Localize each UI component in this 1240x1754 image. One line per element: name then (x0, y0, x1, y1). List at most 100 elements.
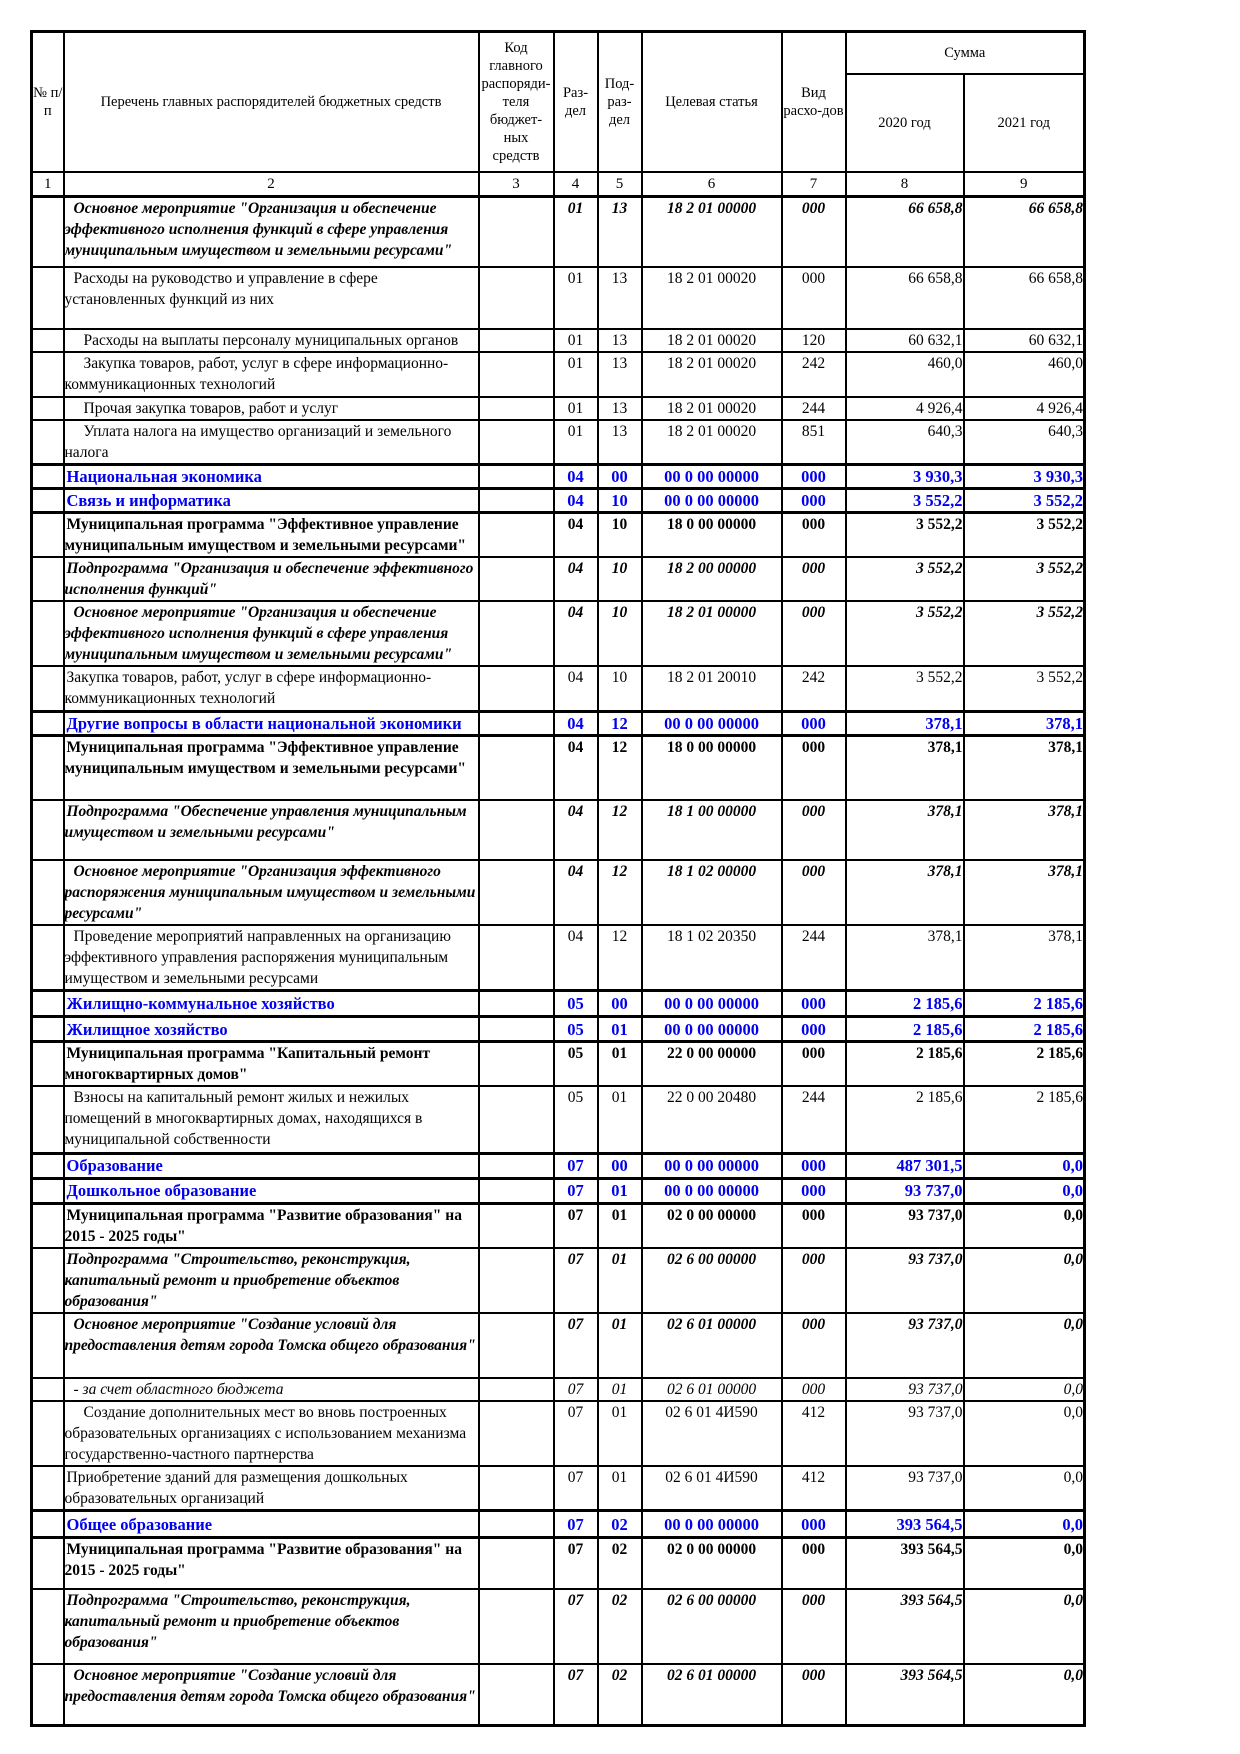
cell-item-name: Дошкольное образование (62, 1176, 480, 1205)
cell-razdel: 07 (552, 1399, 599, 1467)
cell-sum-2021: 0,0 (962, 1399, 1086, 1467)
cell-sum-2021: 3 552,2 (962, 600, 1086, 667)
cell-item-name: Подпрограмма "Строительство, реконструкц… (62, 1246, 480, 1314)
cell-row-num (30, 1246, 65, 1314)
cell-grbs-code (477, 395, 555, 421)
cell-item-name: Национальная экономика (62, 463, 480, 490)
cell-row-num (30, 395, 65, 421)
cell-grbs-code (477, 327, 555, 353)
cell-podrazdel: 10 (596, 487, 643, 514)
header-razdel: Раз-дел (552, 30, 599, 173)
cell-sum-2021: 3 552,2 (962, 511, 1086, 558)
cell-razdel: 07 (552, 1587, 599, 1665)
cell-sum-2020: 393 564,5 (844, 1536, 965, 1590)
cell-sum-2020: 4 926,4 (844, 395, 965, 421)
header-target-article: Целевая статья (640, 30, 783, 173)
cell-target-article: 02 0 00 00000 (640, 1202, 783, 1249)
cell-item-name: Подпрограмма "Организация и обеспечение … (62, 556, 480, 602)
cell-sum-2020: 60 632,1 (844, 327, 965, 353)
cell-razdel: 07 (552, 1509, 599, 1539)
cell-target-article: 02 0 00 00000 (640, 1536, 783, 1590)
cell-razdel: 04 (552, 709, 599, 737)
cell-target-article: 02 6 00 00000 (640, 1587, 783, 1665)
cell-sum-2020: 378,1 (844, 799, 965, 861)
cell-sum-2020: 93 737,0 (844, 1376, 965, 1402)
cell-sum-2021: 0,0 (962, 1151, 1086, 1180)
cell-grbs-code (477, 989, 555, 1018)
cell-expense-type: 000 (780, 859, 847, 926)
table-row: Муниципальная программа "Развитие образо… (30, 1202, 1086, 1249)
table-row: Муниципальная программа "Развитие образо… (30, 1536, 1086, 1590)
cell-podrazdel: 13 (596, 265, 643, 330)
cell-expense-type: 000 (780, 487, 847, 514)
cell-grbs-code (477, 1587, 555, 1665)
cell-target-article: 18 0 00 00000 (640, 511, 783, 558)
table-row: Расходы на руководство и управление в сф… (30, 265, 1086, 330)
column-number: 3 (477, 171, 555, 198)
cell-podrazdel: 10 (596, 600, 643, 667)
cell-expense-type: 120 (780, 327, 847, 353)
table-row: Муниципальная программа "Капитальный рем… (30, 1040, 1086, 1087)
cell-row-num (30, 600, 65, 667)
table-row: Основное мероприятие "Организация и обес… (30, 195, 1086, 268)
cell-razdel: 01 (552, 350, 599, 398)
cell-sum-2021: 3 552,2 (962, 487, 1086, 514)
cell-razdel: 04 (552, 665, 599, 712)
cell-item-name: Прочая закупка товаров, работ и услуг (62, 395, 480, 421)
cell-sum-2021: 3 930,3 (962, 463, 1086, 490)
cell-podrazdel: 02 (596, 1509, 643, 1539)
cell-grbs-code (477, 1246, 555, 1314)
cell-grbs-code (477, 665, 555, 712)
cell-sum-2021: 378,1 (962, 924, 1086, 992)
cell-expense-type: 000 (780, 734, 847, 801)
cell-grbs-code (477, 1662, 555, 1727)
cell-podrazdel: 12 (596, 734, 643, 801)
cell-sum-2020: 93 737,0 (844, 1311, 965, 1379)
cell-row-num (30, 1176, 65, 1205)
cell-row-num (30, 511, 65, 558)
cell-grbs-code (477, 1151, 555, 1180)
cell-expense-type: 000 (780, 1246, 847, 1314)
table-row: Основное мероприятие "Создание условий д… (30, 1662, 1086, 1727)
cell-target-article: 18 2 01 00020 (640, 350, 783, 398)
cell-item-name: Основное мероприятие "Организация и обес… (62, 600, 480, 667)
cell-expense-type: 412 (780, 1399, 847, 1467)
column-number: 9 (962, 171, 1086, 198)
cell-sum-2020: 640,3 (844, 418, 965, 466)
table-row: Закупка товаров, работ, услуг в сфере ин… (30, 350, 1086, 398)
cell-razdel: 04 (552, 556, 599, 602)
cell-sum-2020: 93 737,0 (844, 1464, 965, 1512)
header-year-2020: 2020 год (844, 73, 965, 173)
column-number: 8 (844, 171, 965, 198)
cell-sum-2020: 93 737,0 (844, 1176, 965, 1205)
cell-podrazdel: 01 (596, 1246, 643, 1314)
cell-sum-2020: 3 552,2 (844, 600, 965, 667)
cell-razdel: 05 (552, 989, 599, 1018)
cell-target-article: 00 0 00 00000 (640, 1015, 783, 1043)
cell-target-article: 18 0 00 00000 (640, 734, 783, 801)
cell-podrazdel: 02 (596, 1662, 643, 1727)
table-row: Приобретение зданий для размещения дошко… (30, 1464, 1086, 1512)
cell-sum-2021: 4 926,4 (962, 395, 1086, 421)
cell-expense-type: 242 (780, 350, 847, 398)
cell-razdel: 05 (552, 1015, 599, 1043)
cell-sum-2020: 3 552,2 (844, 511, 965, 558)
cell-item-name: Уплата налога на имущество организаций и… (62, 418, 480, 466)
cell-grbs-code (477, 418, 555, 466)
cell-expense-type: 000 (780, 463, 847, 490)
cell-item-name: Подпрограмма "Обеспечение управления мун… (62, 799, 480, 861)
cell-expense-type: 000 (780, 989, 847, 1018)
cell-grbs-code (477, 799, 555, 861)
header-podrazdel: Под-раз-дел (596, 30, 643, 173)
cell-row-num (30, 1662, 65, 1727)
cell-row-num (30, 418, 65, 466)
cell-podrazdel: 01 (596, 1311, 643, 1379)
cell-row-num (30, 1464, 65, 1512)
cell-podrazdel: 00 (596, 463, 643, 490)
cell-item-name: Создание дополнительных мест во вновь по… (62, 1399, 480, 1467)
cell-podrazdel: 13 (596, 327, 643, 353)
cell-item-name: Приобретение зданий для размещения дошко… (62, 1464, 480, 1512)
cell-podrazdel: 01 (596, 1040, 643, 1087)
cell-item-name: Закупка товаров, работ, услуг в сфере ин… (62, 665, 480, 712)
table-row: Основное мероприятие "Организация и обес… (30, 600, 1086, 667)
